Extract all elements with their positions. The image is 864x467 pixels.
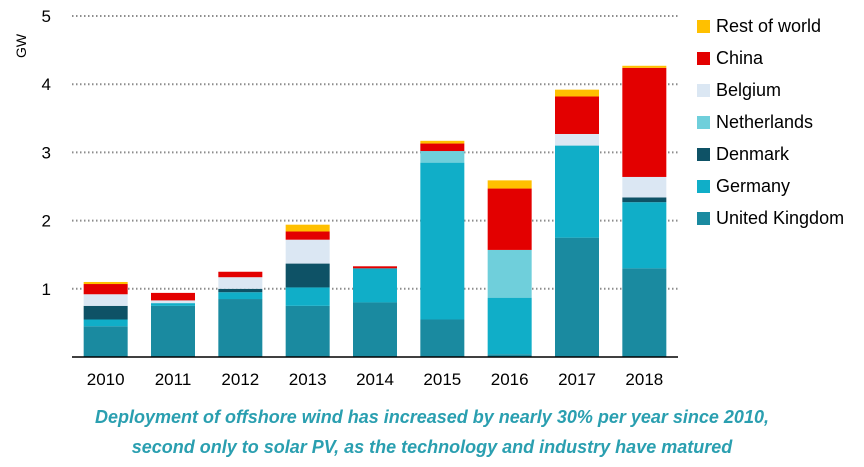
bar-segment bbox=[555, 145, 599, 238]
legend-item: China bbox=[697, 42, 844, 74]
y-tick-label: 2 bbox=[42, 212, 51, 231]
bar-segment bbox=[83, 284, 128, 295]
x-tick-label: 2014 bbox=[356, 370, 394, 389]
bar-segment bbox=[151, 303, 195, 306]
bar-segment bbox=[420, 162, 465, 320]
bar-segment bbox=[218, 277, 263, 289]
bar-segment bbox=[151, 292, 195, 301]
bar-segment bbox=[285, 224, 330, 232]
caption-line-1: Deployment of offshore wind has increase… bbox=[95, 407, 769, 427]
y-tick-label: 1 bbox=[42, 280, 51, 299]
bar-segment bbox=[555, 96, 599, 134]
stacked-bar-chart: 1 2 3 4 5 2010 2011 2012 2013 2014 2015 2016 2017 201… bbox=[13, 7, 678, 389]
legend-label: Denmark bbox=[716, 143, 790, 164]
bar-segment bbox=[218, 299, 263, 357]
x-tick-label: 2016 bbox=[491, 370, 529, 389]
y-tick-label: 5 bbox=[42, 7, 51, 26]
bar-segment bbox=[285, 287, 330, 306]
legend-label: United Kingdom bbox=[716, 207, 845, 228]
x-tick-label: 2010 bbox=[87, 370, 125, 389]
bar-segment bbox=[622, 268, 667, 357]
bar-segment bbox=[622, 65, 667, 68]
chart-legend: Rest of world China Belgium Netherlands Denm… bbox=[697, 10, 844, 234]
axes: 1 2 3 4 5 2010 2011 2012 2013 2014 2015 2016 2017 201… bbox=[42, 7, 678, 389]
bar-segment bbox=[151, 305, 195, 357]
caption-line-2: second only to solar PV, as the technolo… bbox=[131, 437, 733, 457]
bar-segment bbox=[285, 305, 330, 357]
bar-segment bbox=[353, 302, 397, 357]
x-tick-label: 2018 bbox=[625, 370, 663, 389]
legend-label: Rest of world bbox=[716, 15, 822, 36]
legend-swatch bbox=[697, 19, 710, 33]
legend-swatch bbox=[697, 115, 710, 129]
legend-item: Belgium bbox=[697, 74, 844, 106]
legend-label: Germany bbox=[716, 175, 791, 196]
legend-swatch bbox=[697, 211, 710, 225]
legend-item: Germany bbox=[697, 170, 844, 202]
bar-segment bbox=[285, 231, 330, 240]
legend-item: Denmark bbox=[697, 138, 844, 170]
bar-segment bbox=[420, 151, 465, 163]
bars bbox=[83, 65, 667, 357]
bar-segment bbox=[555, 237, 599, 357]
y-tick-label: 4 bbox=[42, 75, 51, 94]
y-tick-label: 3 bbox=[42, 143, 51, 162]
legend-swatch bbox=[697, 179, 710, 193]
legend-label: Belgium bbox=[716, 79, 782, 100]
bar-segment bbox=[487, 188, 532, 250]
bar-segment bbox=[487, 249, 532, 298]
bar-segment bbox=[218, 292, 263, 300]
bar-segment bbox=[83, 319, 128, 327]
bar-segment bbox=[420, 319, 465, 357]
bar-segment bbox=[622, 197, 667, 203]
legend-swatch bbox=[697, 147, 710, 161]
bar-segment bbox=[353, 266, 397, 269]
bar-segment bbox=[83, 326, 128, 357]
bar-segment bbox=[487, 180, 532, 189]
x-tick-label: 2017 bbox=[558, 370, 596, 389]
bar-segment bbox=[285, 239, 330, 264]
legend-item: Rest of world bbox=[697, 10, 844, 42]
legend-item: United Kingdom bbox=[697, 202, 844, 234]
bar-segment bbox=[83, 281, 128, 285]
x-tick-label: 2013 bbox=[289, 370, 327, 389]
x-tick-label: 2011 bbox=[155, 370, 192, 389]
bar-segment bbox=[83, 305, 128, 320]
legend-label: Netherlands bbox=[716, 111, 814, 132]
bar-segment bbox=[420, 143, 465, 152]
bar-segment bbox=[622, 67, 667, 177]
y-axis-label: GW bbox=[13, 33, 29, 58]
legend-swatch bbox=[697, 51, 710, 65]
bar-segment bbox=[420, 140, 465, 144]
bar-segment bbox=[487, 354, 532, 357]
bar-segment bbox=[151, 300, 195, 304]
bar-segment bbox=[83, 294, 128, 306]
x-tick-label: 2015 bbox=[423, 370, 461, 389]
legend-label: China bbox=[716, 47, 764, 68]
chart-caption: Deployment of offshore wind has increase… bbox=[0, 402, 864, 462]
x-tick-label: 2012 bbox=[221, 370, 259, 389]
bar-segment bbox=[353, 268, 397, 303]
legend-item: Netherlands bbox=[697, 106, 844, 138]
legend-swatch bbox=[697, 83, 710, 97]
bar-segment bbox=[218, 288, 263, 293]
bar-segment bbox=[487, 297, 532, 355]
bar-segment bbox=[555, 89, 599, 97]
bar-segment bbox=[622, 176, 667, 198]
bar-segment bbox=[622, 202, 667, 269]
bar-segment bbox=[285, 263, 330, 288]
bar-segment bbox=[555, 133, 599, 146]
bar-segment bbox=[218, 271, 263, 278]
